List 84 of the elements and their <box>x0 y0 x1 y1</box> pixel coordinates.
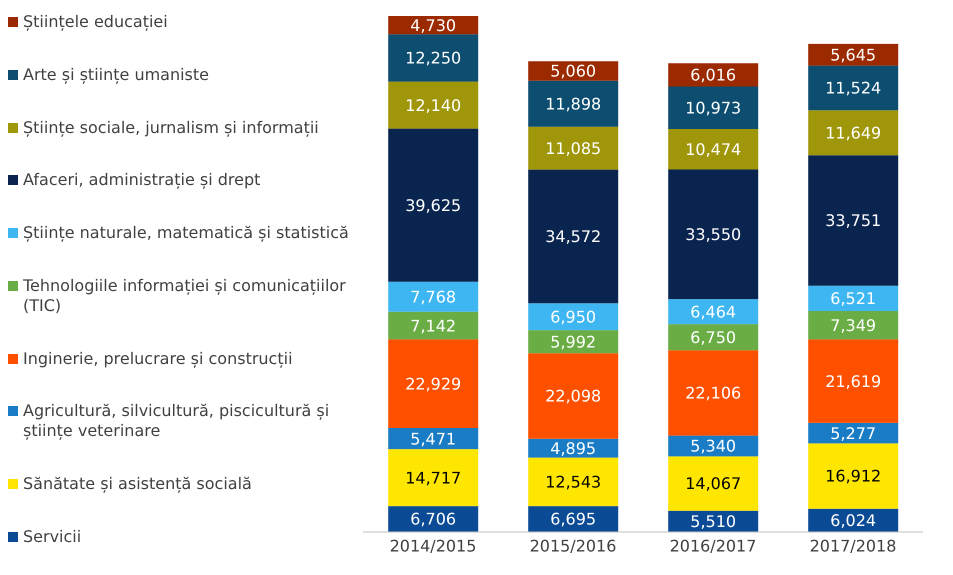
bar <box>668 299 758 324</box>
data-label: 22,106 <box>685 384 742 403</box>
data-label: 6,950 <box>550 307 596 326</box>
bar <box>388 128 478 282</box>
bar <box>388 449 478 506</box>
bar <box>668 350 758 436</box>
data-label: 6,706 <box>410 510 456 529</box>
x-tick-label: 2017/2018 <box>810 536 896 556</box>
data-label: 33,751 <box>825 211 882 230</box>
bar <box>808 110 898 156</box>
data-label: 7,349 <box>830 316 876 335</box>
data-label: 6,016 <box>690 66 736 85</box>
legend-label: Arte și științe umaniste <box>23 64 210 85</box>
x-tick-label: 2014/2015 <box>390 536 476 556</box>
data-label: 6,750 <box>690 328 736 347</box>
bar <box>808 422 898 444</box>
data-label: 6,024 <box>830 511 876 530</box>
legend-label: Științele educației <box>23 12 168 32</box>
data-label: 5,992 <box>550 332 596 352</box>
data-label: 39,625 <box>405 196 462 215</box>
data-label: 5,645 <box>830 45 876 64</box>
bar <box>388 34 478 82</box>
bar <box>808 286 898 311</box>
bar <box>528 353 618 439</box>
bar <box>668 128 758 170</box>
bar <box>388 312 478 340</box>
data-label: 16,912 <box>825 466 882 486</box>
data-label: 10,973 <box>685 98 742 118</box>
data-label: 14,067 <box>685 474 742 494</box>
x-tick-label: 2015/2016 <box>530 536 616 556</box>
bar <box>528 303 618 330</box>
legend-label: Servicii <box>23 526 82 547</box>
bar <box>528 458 618 506</box>
legend-label: Tehnologiile informației și comunicațiilor (TIC) <box>23 276 347 316</box>
legend-label: Sănătate și asistență socială <box>23 474 252 494</box>
data-label: 11,524 <box>825 78 882 98</box>
data-label: 33,550 <box>685 224 742 244</box>
bar <box>528 80 618 127</box>
bar <box>808 339 898 423</box>
legend-label: Agricultură, silvicultură, piscicultură și științe veterinare <box>23 401 330 442</box>
bar <box>808 310 898 340</box>
data-label: 6,521 <box>830 289 876 308</box>
bar <box>528 126 618 170</box>
bar <box>388 82 478 129</box>
legend-label: Afaceri, administrație și drept <box>23 170 260 190</box>
data-label: 10,474 <box>685 140 742 159</box>
bar <box>808 155 898 286</box>
bar <box>388 339 478 428</box>
bar <box>388 282 478 312</box>
bar <box>668 169 758 300</box>
data-label: 4,895 <box>550 438 596 458</box>
data-label: 5,471 <box>410 429 456 448</box>
data-label: 4,730 <box>410 16 456 35</box>
data-label: 12,140 <box>405 96 462 115</box>
data-label: 11,898 <box>545 94 602 114</box>
data-label: 5,340 <box>690 436 736 456</box>
data-label: 34,572 <box>545 227 602 246</box>
data-label: 21,619 <box>825 372 882 391</box>
data-label: 22,929 <box>405 374 462 394</box>
x-tick-label: 2016/2017 <box>670 536 756 556</box>
bar <box>668 436 758 456</box>
data-label: 5,277 <box>830 424 876 443</box>
bar <box>528 330 618 354</box>
data-label: 7,768 <box>410 287 456 306</box>
data-label: 11,085 <box>545 138 602 158</box>
data-label: 12,543 <box>545 472 602 492</box>
data-label: 14,717 <box>405 468 462 488</box>
data-label: 11,649 <box>825 123 882 142</box>
bar <box>808 66 898 110</box>
data-label: 12,250 <box>405 48 462 68</box>
data-label: 6,695 <box>550 510 596 529</box>
bar <box>668 86 758 129</box>
legend-label: Științe sociale, jurnalism și informații <box>23 118 319 138</box>
bar <box>528 170 618 304</box>
legend-label: Științe naturale, matematică și statistică <box>23 223 349 244</box>
data-label: 5,060 <box>550 62 596 81</box>
data-label: 6,464 <box>690 302 736 322</box>
data-label: 22,098 <box>545 386 602 406</box>
bar <box>808 443 898 509</box>
bar <box>668 324 758 350</box>
data-label: 7,142 <box>410 316 456 336</box>
bar <box>668 456 758 511</box>
data-label: 5,510 <box>690 512 736 532</box>
legend-label: Inginerie, prelucrare și construcții <box>23 348 293 369</box>
